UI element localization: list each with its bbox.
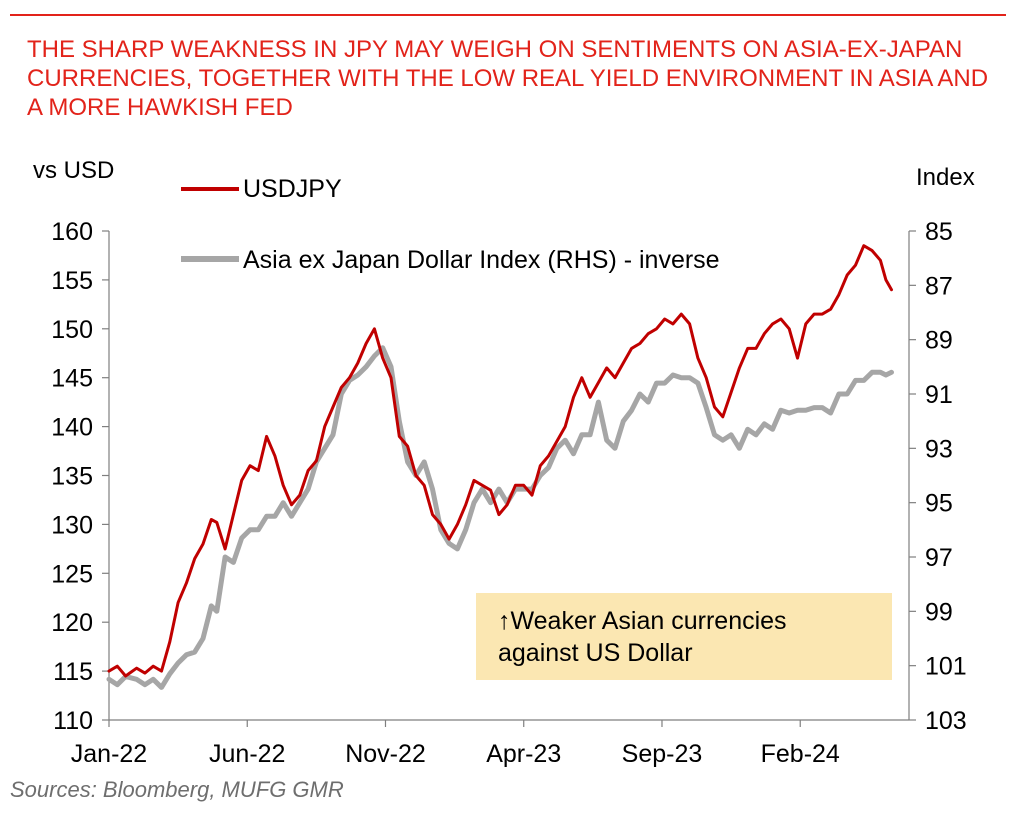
x-ticks: Jan-22 Jun-22 Nov-22 Apr-23 Sep-23 Feb-24 (71, 720, 840, 768)
right-tick-label: 93 (925, 435, 953, 463)
right-tick-label: 91 (925, 381, 953, 409)
right-tick-label: 89 (925, 327, 953, 355)
left-ticks: 110 115 120 125 130 135 140 145 150 155 160 (51, 218, 109, 735)
right-ticks: 103 101 99 97 95 93 91 89 87 85 (909, 218, 967, 735)
annotation-line-1: ↑Weaker Asian currencies (498, 607, 787, 635)
left-tick-label: 125 (51, 560, 93, 588)
right-axis-label: Index (916, 164, 975, 191)
left-tick-label: 110 (53, 707, 93, 735)
left-tick-label: 155 (51, 267, 93, 295)
x-tick-label: Sep-23 (622, 740, 703, 768)
left-tick-label: 135 (51, 463, 93, 491)
right-tick-label: 99 (925, 598, 953, 626)
left-tick-label: 115 (53, 658, 93, 686)
left-tick-label: 160 (51, 218, 93, 246)
right-tick-label: 97 (925, 544, 953, 572)
annotation-line-2: against US Dollar (498, 639, 693, 667)
legend-label-usdjpy: USDJPY (243, 175, 342, 203)
x-tick-label: Feb-24 (761, 740, 840, 768)
left-tick-label: 150 (51, 316, 93, 344)
title-rule (10, 14, 1006, 16)
right-tick-label: 103 (925, 707, 967, 735)
left-tick-label: 140 (51, 414, 93, 442)
right-tick-label: 85 (925, 218, 953, 246)
left-tick-label: 130 (51, 511, 93, 539)
chart-title: THE SHARP WEAKNESS IN JPY MAY WEIGH ON S… (27, 36, 989, 121)
right-tick-label: 101 (925, 653, 967, 681)
right-tick-label: 87 (925, 272, 953, 300)
left-tick-label: 120 (51, 609, 93, 637)
chart: vs USD Index 110 115 120 125 130 135 140 145 150… (33, 157, 975, 768)
x-tick-label: Jun-22 (209, 740, 285, 768)
left-axis-label: vs USD (33, 157, 114, 184)
left-tick-label: 145 (51, 365, 93, 393)
legend-label-asia: Asia ex Japan Dollar Index (RHS) - inver… (243, 246, 720, 274)
x-tick-label: Apr-23 (486, 740, 561, 768)
series-line-asia-ex-japan-index (106, 345, 894, 690)
series-line-usdjpy (107, 244, 893, 678)
annotation-box: ↑Weaker Asian currencies against US Doll… (476, 593, 892, 680)
right-tick-label: 95 (925, 490, 953, 518)
sources-note: Sources: Bloomberg, MUFG GMR (10, 777, 344, 802)
x-tick-label: Jan-22 (71, 740, 147, 768)
x-tick-label: Nov-22 (345, 740, 426, 768)
